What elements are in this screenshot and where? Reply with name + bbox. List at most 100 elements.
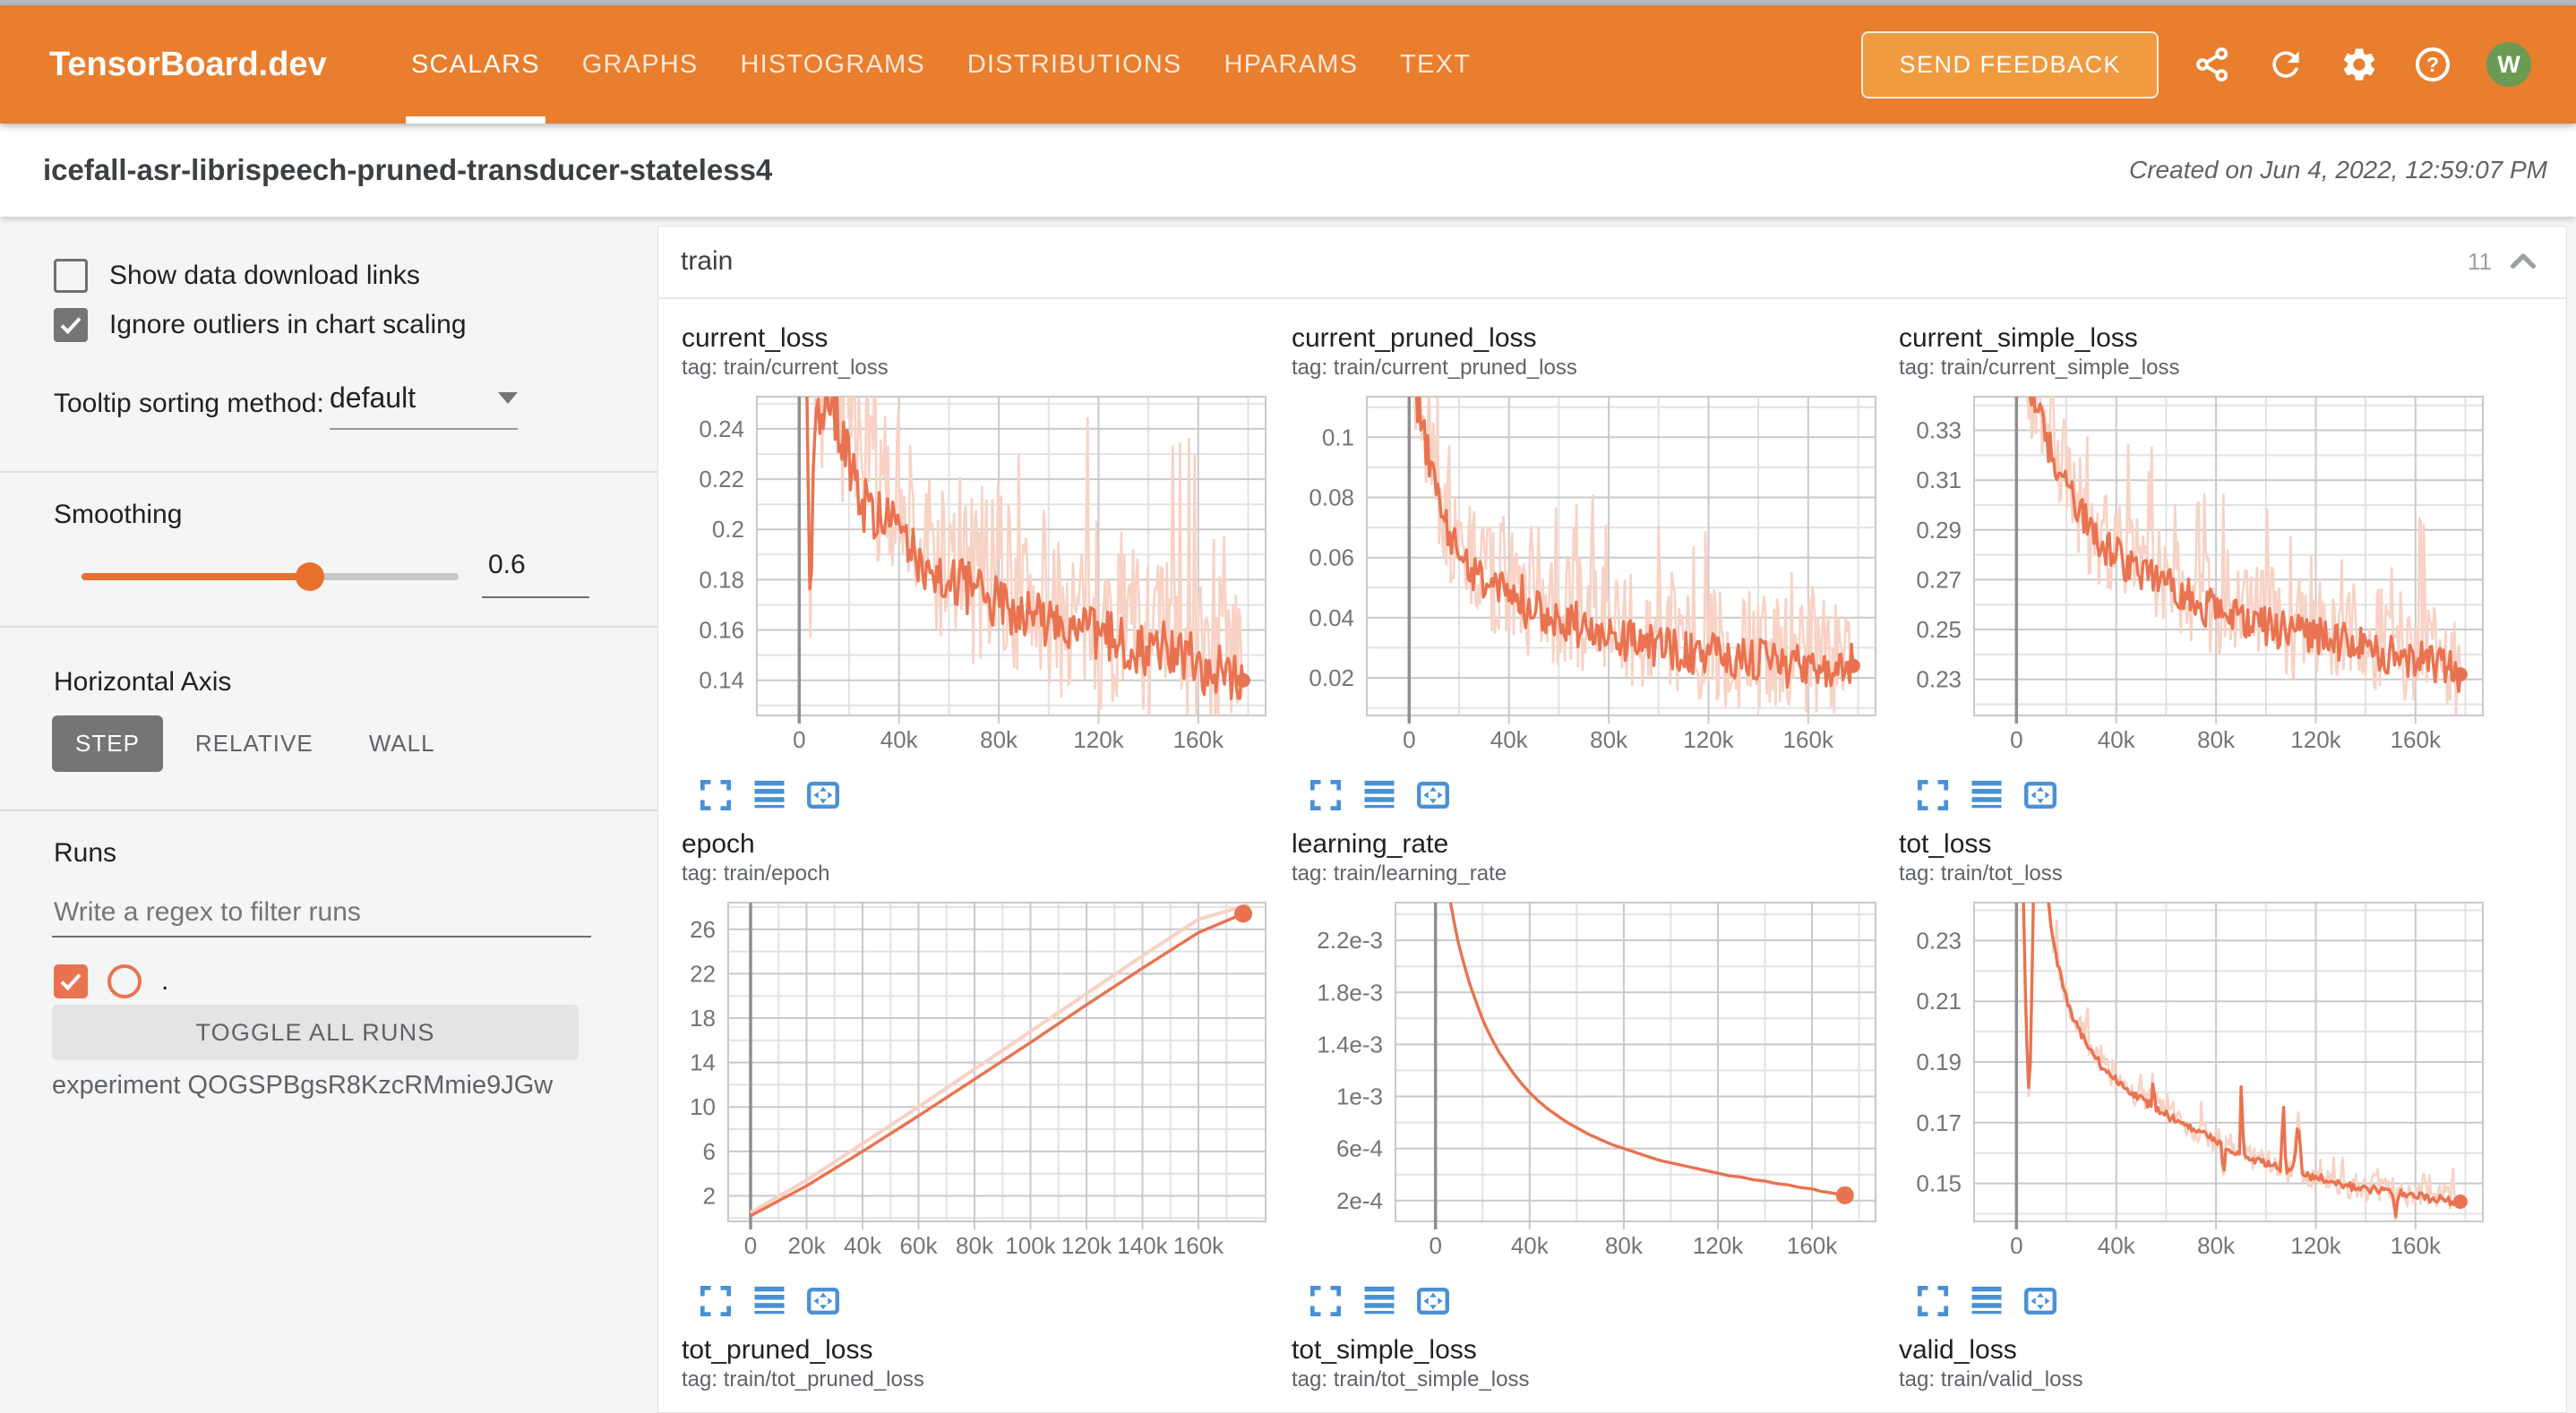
- chart-title: tot_loss: [1899, 829, 1992, 859]
- chart-card: learning_rate tag: train/learning_rate 0 40…: [1292, 828, 1883, 1321]
- svg-text:120k: 120k: [1683, 726, 1734, 753]
- checkbox-unchecked-icon[interactable]: [54, 259, 88, 293]
- svg-text:14: 14: [690, 1049, 716, 1076]
- runs-selector-icon[interactable]: [1360, 775, 1399, 815]
- fit-domain-icon[interactable]: [2021, 1281, 2060, 1321]
- runs-filter-input[interactable]: [54, 897, 591, 928]
- expand-icon[interactable]: [696, 775, 735, 815]
- avatar[interactable]: W: [2486, 42, 2531, 87]
- nav-tabs: SCALARS GRAPHS HISTOGRAMS DISTRIBUTIONS …: [406, 5, 1472, 124]
- runs-selector-icon[interactable]: [750, 1281, 789, 1321]
- browser-edge: [0, 0, 2576, 5]
- fit-domain-icon[interactable]: [1413, 1281, 1453, 1321]
- svg-text:0.04: 0.04: [1309, 604, 1354, 631]
- chart-card: current_pruned_loss tag: train/current_pr…: [1292, 322, 1883, 815]
- chart-title: valid_loss: [1899, 1335, 2017, 1365]
- collapse-icon[interactable]: [2504, 243, 2542, 280]
- svg-text:0: 0: [793, 726, 805, 753]
- svg-text:160k: 160k: [1783, 726, 1834, 753]
- expand-icon[interactable]: [1913, 1281, 1953, 1321]
- svg-text:0.27: 0.27: [1916, 566, 1962, 593]
- run-row[interactable]: .: [54, 964, 168, 998]
- svg-text:0.23: 0.23: [1916, 927, 1962, 954]
- svg-text:0.19: 0.19: [1916, 1049, 1962, 1075]
- runs-selector-icon[interactable]: [1360, 1281, 1399, 1321]
- toggle-all-runs-button[interactable]: TOGGLE ALL RUNS: [52, 1005, 579, 1060]
- experiment-bar: icefall-asr-librispeech-pruned-transduce…: [0, 124, 2576, 217]
- scalar-chart-plot[interactable]: 0 40k 80k 120k 160k 0.02 0.04 0.06 0.08 0.1: [1292, 390, 1883, 758]
- tab-graphs[interactable]: GRAPHS: [581, 49, 699, 79]
- dropdown-underline: [330, 428, 518, 430]
- expand-icon[interactable]: [1306, 1281, 1345, 1321]
- expand-icon[interactable]: [1913, 775, 1953, 815]
- divider: [0, 809, 657, 811]
- share-icon[interactable]: [2193, 45, 2232, 84]
- chart-toolbar: [696, 1281, 1273, 1321]
- chart-card: tot_loss tag: train/tot_loss 0 40k 80k 120k 16…: [1899, 828, 2490, 1321]
- svg-text:0.15: 0.15: [1916, 1170, 1962, 1197]
- tab-distributions[interactable]: DISTRIBUTIONS: [966, 49, 1182, 79]
- run-name: .: [161, 966, 169, 996]
- svg-text:80k: 80k: [2197, 726, 2236, 753]
- send-feedback-button[interactable]: SEND FEEDBACK: [1861, 30, 2159, 98]
- scalar-chart-plot[interactable]: 0 20k 40k 60k 80k 100k 120k 140k 160k26101418222…: [682, 895, 1273, 1264]
- svg-text:40k: 40k: [2098, 1232, 2136, 1259]
- run-checkbox-checked-icon[interactable]: [54, 964, 88, 998]
- tooltip-sorting-dropdown[interactable]: default: [330, 381, 518, 415]
- svg-text:0: 0: [744, 1232, 757, 1259]
- runs-selector-icon[interactable]: [750, 775, 789, 815]
- train-section-header[interactable]: train 11: [657, 226, 2567, 297]
- svg-text:40k: 40k: [2098, 726, 2136, 753]
- svg-text:120k: 120k: [1073, 726, 1124, 753]
- chart-card: current_simple_loss tag: train/current_si…: [1899, 322, 2490, 815]
- run-color-ring-icon[interactable]: [107, 964, 142, 998]
- smoothing-value-underline: [482, 596, 589, 598]
- svg-text:0.25: 0.25: [1916, 616, 1962, 643]
- runs-selector-icon[interactable]: [1967, 775, 2006, 815]
- fit-domain-icon[interactable]: [2021, 775, 2060, 815]
- horizontal-axis-toggle: STEP RELATIVE WALL: [52, 715, 459, 772]
- tab-text[interactable]: TEXT: [1400, 49, 1472, 79]
- svg-text:20k: 20k: [788, 1232, 827, 1259]
- divider: [0, 471, 657, 473]
- svg-text:120k: 120k: [2290, 1232, 2341, 1259]
- scalar-chart-plot[interactable]: 0 40k 80k 120k 160k 0.15 0.17 0.19 0.21 0.23: [1899, 895, 2490, 1264]
- expand-icon[interactable]: [1306, 775, 1345, 815]
- axis-relative-button[interactable]: RELATIVE: [172, 715, 337, 772]
- runs-label: Runs: [54, 838, 117, 868]
- refresh-icon[interactable]: [2266, 45, 2306, 84]
- svg-text:2.2e-3: 2.2e-3: [1317, 927, 1383, 954]
- runs-selector-icon[interactable]: [1967, 1281, 2006, 1321]
- smoothing-slider-thumb[interactable]: [296, 562, 324, 591]
- tab-scalars[interactable]: SCALARS: [406, 5, 545, 124]
- svg-text:160k: 160k: [1173, 1232, 1224, 1259]
- chart-tag: tag: train/learning_rate: [1292, 861, 1507, 886]
- help-icon[interactable]: ?: [2413, 45, 2452, 84]
- fit-domain-icon[interactable]: [803, 775, 843, 815]
- smoothing-value[interactable]: 0.6: [488, 550, 526, 579]
- section-title: train: [681, 246, 734, 276]
- tab-histograms[interactable]: HISTOGRAMS: [740, 49, 925, 79]
- tab-hparams[interactable]: HPARAMS: [1224, 49, 1359, 79]
- checkbox-checked-icon[interactable]: [54, 308, 88, 342]
- chart-title: current_pruned_loss: [1292, 323, 1537, 353]
- divider: [0, 626, 657, 628]
- ignore-outliers-checkbox-row[interactable]: Ignore outliers in chart scaling: [54, 308, 467, 342]
- svg-text:10: 10: [690, 1093, 716, 1120]
- scalar-chart-plot[interactable]: 0 40k 80k 120k 160k 0.23 0.25 0.27 0.29 0.31 0.33: [1899, 390, 2490, 758]
- axis-step-button[interactable]: STEP: [52, 715, 163, 772]
- axis-wall-button[interactable]: WALL: [346, 715, 459, 772]
- fit-domain-icon[interactable]: [803, 1281, 843, 1321]
- expand-icon[interactable]: [696, 1281, 735, 1321]
- input-underline: [52, 936, 591, 938]
- chart-title: tot_pruned_loss: [682, 1335, 873, 1365]
- svg-text:2e-4: 2e-4: [1336, 1187, 1383, 1214]
- chart-tag: tag: train/valid_loss: [1899, 1367, 2083, 1392]
- fit-domain-icon[interactable]: [1413, 775, 1453, 815]
- scalar-chart-plot[interactable]: 0 40k 80k 120k 160k 2e-4 6e-4 1e-3 1.4e-3 1.8e-3 2…: [1292, 895, 1883, 1264]
- svg-text:0.24: 0.24: [699, 415, 744, 442]
- show-data-download-checkbox-row[interactable]: Show data download links: [54, 259, 420, 293]
- scalar-chart-plot[interactable]: 0 40k 80k 120k 160k 0.14 0.16 0.18 0.2 0.22 0.24: [682, 390, 1273, 758]
- settings-icon[interactable]: [2340, 45, 2379, 84]
- svg-text:40k: 40k: [880, 726, 919, 753]
